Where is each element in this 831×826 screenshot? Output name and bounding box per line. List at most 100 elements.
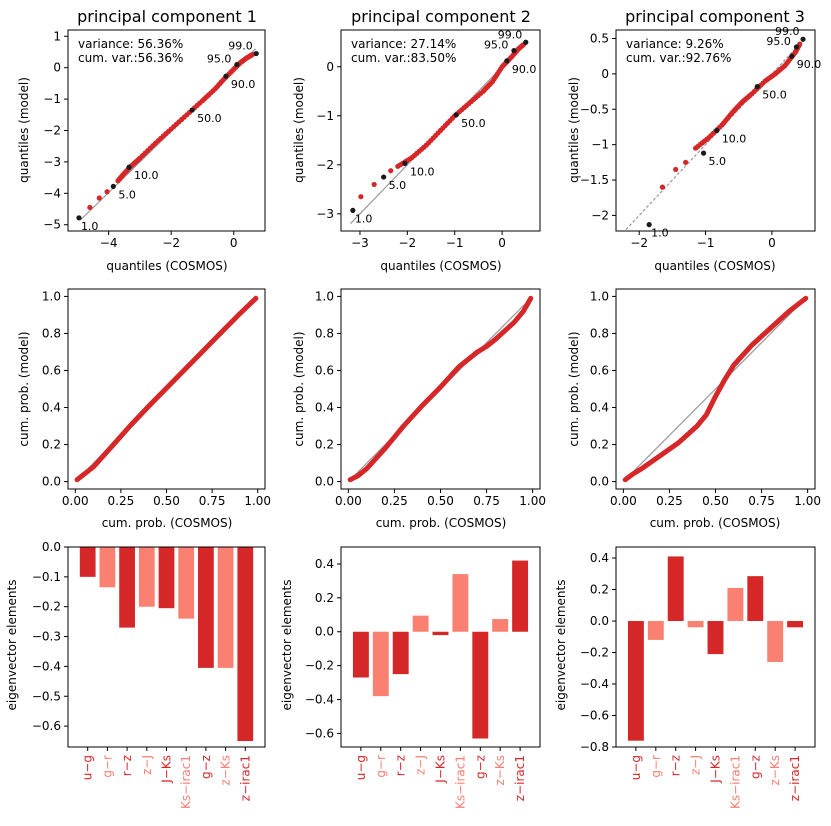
panel-pc1-quantiles: principal component 1 quantiles (model) … (17, 7, 266, 273)
category-label: r−z (394, 755, 408, 776)
y-tick-label: 0.2 (315, 438, 334, 452)
x-tick-label: 0 (498, 236, 506, 250)
y-tick-label: −0.5 (32, 689, 61, 703)
x-tick-label: −1 (446, 236, 464, 250)
panel-pc3-cumulative: cum. prob. (model) cum. prob. (COSMOS) 0… (567, 288, 821, 530)
y-tick-label: 1 (53, 29, 61, 43)
percentile-label: 1.0 (81, 220, 99, 233)
percentile-point (523, 39, 529, 45)
percentile-point (76, 215, 82, 221)
category-label: g−z (473, 755, 487, 779)
y-tick-label: 0.5 (590, 31, 609, 45)
category-label: u−g (354, 755, 368, 780)
percentile-label: 5.0 (709, 155, 727, 168)
plot-area: 0.4 0.2 0.0 −0.2 −0.4 −0.6 −0.8 u−g g−r r−z z−J J−K… (580, 551, 804, 809)
y-tick-label: 0.4 (590, 401, 609, 415)
bar (727, 587, 744, 622)
category-label: r−z (669, 755, 683, 776)
percentile-point (789, 53, 795, 59)
y-tick-label: −0.2 (32, 600, 61, 614)
axes-frame (615, 29, 816, 232)
panel-pc3-quantiles: principal component 3 quantiles (model) … (567, 7, 821, 273)
y-tick-label: −0.2 (305, 659, 334, 673)
plot-area: 0.00 0.25 0.50 0.75 1.00 0.0 0.2 0.4 0.6 0.8 1.0 (590, 289, 821, 508)
x-tick-label: 0 (230, 236, 238, 250)
y-tick-label: 0.8 (42, 326, 61, 340)
x-tick-label: 0.25 (381, 494, 408, 508)
reference-line (624, 297, 807, 481)
y-tick-label: −5 (43, 218, 61, 232)
y-tick-label: 0.0 (42, 475, 61, 489)
x-tick-label: −1 (697, 236, 715, 250)
y-tick-label: −0.5 (580, 102, 609, 116)
chart-title: principal component 2 (351, 7, 531, 26)
y-tick-label: 0.2 (315, 591, 334, 605)
bar (138, 547, 155, 607)
data-point (371, 181, 377, 188)
x-axis-label: cum. prob. (COSMOS) (102, 516, 233, 530)
y-axis-label: cum. prob. (model) (292, 331, 306, 446)
percentile-label: 95.0 (766, 35, 791, 48)
plot-area: 0.0 −0.1 −0.2 −0.3 −0.4 −0.5 −0.6 u−g g−r r−z z−J J… (32, 540, 254, 809)
y-tick-label: −0.6 (305, 726, 334, 740)
bar (647, 621, 664, 640)
variance-annotation: variance: 56.36% (78, 37, 183, 51)
category-label: J−Ks (709, 755, 723, 784)
percentile-label: 95.0 (484, 39, 509, 52)
category-label: g−r (374, 755, 388, 778)
y-tick-label: 1.0 (590, 289, 609, 303)
bar (352, 631, 369, 678)
plot-area: −4 −2 0 −5 −4 −3 −2 −1 0 1 1.0 5.0 10.0 50.0 90.0 95.09… (43, 29, 259, 250)
percentile-point (800, 36, 806, 42)
y-tick-label: −0.6 (580, 709, 609, 723)
percentile-label: 50.0 (461, 117, 486, 130)
y-axis-label: quantiles (model) (292, 77, 306, 183)
category-label: z−irac1 (788, 755, 802, 801)
y-tick-label: 0.0 (590, 614, 609, 628)
y-tick-label: 0.0 (315, 475, 334, 489)
category-label: u−g (629, 755, 643, 780)
category-label: z−irac1 (238, 755, 252, 801)
y-tick-label: 1.0 (315, 289, 334, 303)
axes-frame (340, 288, 541, 490)
x-tick-label: 0 (768, 236, 776, 250)
y-tick-label: −0.8 (580, 740, 609, 754)
percentile-point (754, 84, 760, 90)
data-point (683, 159, 689, 165)
y-tick-label: 0.6 (42, 363, 61, 377)
bar (707, 621, 724, 655)
bar (627, 621, 644, 741)
percentile-point (714, 127, 720, 134)
chart-title: principal component 3 (625, 7, 805, 26)
y-tick-label: 0.4 (590, 551, 609, 565)
percentile-point (381, 174, 387, 180)
percentile-point (700, 150, 707, 156)
y-axis-label: cum. prob. (model) (17, 331, 31, 446)
bar (158, 547, 175, 609)
category-label: Ks−irac1 (453, 755, 467, 809)
cumulative-variance-annotation: cum. var.:92.76% (626, 51, 731, 65)
x-axis-label: quantiles (COSMOS) (654, 259, 775, 273)
percentile-label: 50.0 (762, 89, 787, 102)
series-line (347, 295, 534, 483)
y-tick-label: −1.5 (580, 173, 609, 187)
x-tick-label: −2 (162, 236, 180, 250)
y-tick-label: 0.6 (315, 363, 334, 377)
cumulative-variance-annotation: cum. var.:83.50% (351, 51, 456, 65)
panel-pc2-cumulative: cum. prob. (model) cum. prob. (COSMOS) 0… (292, 288, 546, 530)
category-label: z−Ks (219, 755, 233, 785)
y-tick-label: −4 (43, 186, 61, 200)
x-tick-label: 0.50 (702, 494, 729, 508)
panel-pc1-cumulative: cum. prob. (model) cum. prob. (COSMOS) 0… (17, 288, 271, 530)
bar (687, 621, 704, 628)
y-tick-label: 0.8 (590, 326, 609, 340)
x-tick-label: 0.75 (199, 494, 226, 508)
percentile-point (126, 164, 132, 170)
y-tick-label: 0.2 (42, 438, 61, 452)
plot-area: 0.4 0.2 0.0 −0.2 −0.4 −0.6 u−g g−r r−z z−J J−Ks Ks−… (305, 557, 529, 809)
percentile-point (110, 183, 116, 190)
category-label: J−Ks (434, 755, 448, 784)
category-label: z−J (414, 755, 428, 775)
y-tick-label: −0.1 (32, 570, 61, 584)
axes-frame (67, 288, 266, 490)
